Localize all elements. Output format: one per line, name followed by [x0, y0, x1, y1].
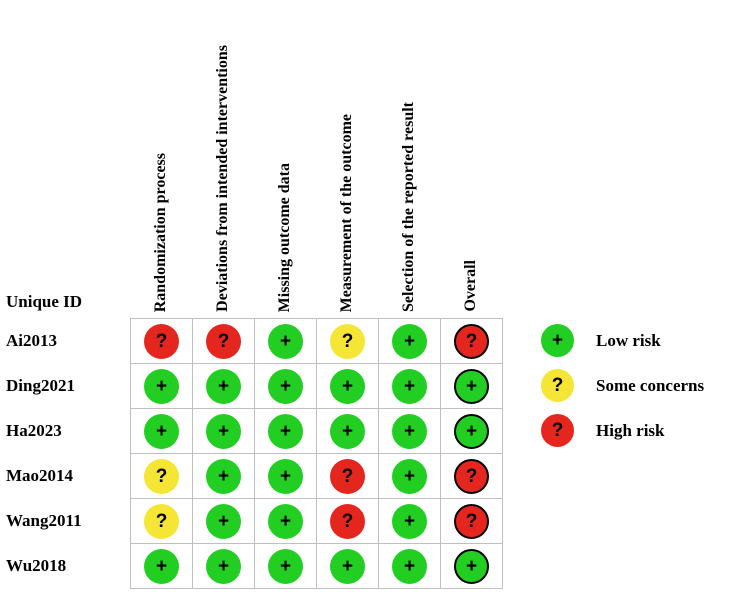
cell-ha2023-selection-of-the-reported-result: + [379, 409, 441, 454]
cell-ding2021-missing-outcome-data: + [255, 364, 317, 409]
cell-mao2014-overall: ? [441, 454, 503, 499]
low-risk-circle: + [206, 458, 241, 494]
cell-wu2018-missing-outcome-data: + [255, 544, 317, 589]
column-header-randomization-process: Randomization process [152, 152, 169, 312]
high-risk-circle: ? [454, 458, 489, 494]
high-risk-circle: ? [144, 323, 179, 359]
cell-wang2011-measurement-of-the-outcome: ? [317, 499, 379, 544]
cell-mao2014-measurement-of-the-outcome: ? [317, 454, 379, 499]
low-risk-circle: + [206, 503, 241, 539]
legend-label-some-concerns: Some concerns [596, 375, 705, 395]
some-risk-circle: ? [144, 503, 179, 539]
low-risk-circle: + [144, 413, 179, 449]
cell-mao2014-selection-of-the-reported-result: + [379, 454, 441, 499]
legend-item-low-risk: + Low risk [541, 318, 661, 363]
legend-item-high-risk: ? High risk [541, 408, 665, 453]
low-risk-circle: + [268, 368, 303, 404]
cell-mao2014-deviations-from-intended-interventions: + [193, 454, 255, 499]
cell-ai2013-randomization-process: ? [131, 319, 193, 364]
some-risk-legend-circle: ? [541, 369, 574, 402]
cell-ha2023-overall: + [441, 409, 503, 454]
cell-ding2021-selection-of-the-reported-result: + [379, 364, 441, 409]
high-risk-circle: ? [454, 323, 489, 359]
cell-ai2013-overall: ? [441, 319, 503, 364]
low-risk-circle: + [144, 368, 179, 404]
low-risk-circle: + [206, 368, 241, 404]
low-risk-circle: + [392, 548, 427, 584]
high-risk-circle: ? [330, 458, 365, 494]
cell-wang2011-randomization-process: ? [131, 499, 193, 544]
low-risk-circle: + [206, 548, 241, 584]
cell-wu2018-randomization-process: + [131, 544, 193, 589]
row-label-wu2018: Wu2018 [6, 555, 67, 575]
low-risk-circle: + [330, 368, 365, 404]
low-risk-circle: + [268, 458, 303, 494]
cell-wu2018-measurement-of-the-outcome: + [317, 544, 379, 589]
cell-ding2021-measurement-of-the-outcome: + [317, 364, 379, 409]
low-risk-circle: + [392, 503, 427, 539]
cell-ding2021-overall: + [441, 364, 503, 409]
low-risk-circle: + [268, 503, 303, 539]
cell-wu2018-deviations-from-intended-interventions: + [193, 544, 255, 589]
row-label-ai2013: Ai2013 [6, 330, 57, 350]
cell-mao2014-missing-outcome-data: + [255, 454, 317, 499]
unique-id-header: Unique ID [6, 292, 83, 311]
low-risk-circle: + [392, 458, 427, 494]
high-risk-circle: ? [330, 503, 365, 539]
low-risk-circle: + [144, 548, 179, 584]
cell-ding2021-randomization-process: + [131, 364, 193, 409]
row-label-wang2011: Wang2011 [6, 510, 82, 530]
low-risk-circle: + [454, 368, 489, 404]
cell-ha2023-randomization-process: + [131, 409, 193, 454]
cell-ha2023-deviations-from-intended-interventions: + [193, 409, 255, 454]
row-label-ding2021: Ding2021 [6, 375, 75, 395]
cell-ding2021-deviations-from-intended-interventions: + [193, 364, 255, 409]
low-risk-circle: + [330, 413, 365, 449]
cell-ai2013-selection-of-the-reported-result: + [379, 319, 441, 364]
some-risk-circle: ? [330, 323, 365, 359]
low-risk-circle: + [454, 548, 489, 584]
low-risk-circle: + [330, 548, 365, 584]
column-header-measurement-of-the-outcome: Measurement of the outcome [338, 113, 355, 312]
low-risk-circle: + [392, 323, 427, 359]
high-risk-legend-circle: ? [541, 414, 574, 447]
column-header-selection-of-the-reported-result: Selection of the reported result [400, 101, 417, 312]
cell-mao2014-randomization-process: ? [131, 454, 193, 499]
cell-wang2011-overall: ? [441, 499, 503, 544]
cell-ai2013-deviations-from-intended-interventions: ? [193, 319, 255, 364]
low-risk-circle: + [392, 413, 427, 449]
legend-label-high-risk: High risk [596, 420, 665, 440]
cell-wu2018-overall: + [441, 544, 503, 589]
low-risk-circle: + [206, 413, 241, 449]
column-header-overall: Overall [462, 260, 479, 312]
row-label-ha2023: Ha2023 [6, 420, 62, 440]
cell-wu2018-selection-of-the-reported-result: + [379, 544, 441, 589]
cell-wang2011-missing-outcome-data: + [255, 499, 317, 544]
low-risk-legend-circle: + [541, 324, 574, 357]
low-risk-circle: + [392, 368, 427, 404]
legend-item-some-concerns: ? Some concerns [541, 363, 704, 408]
legend-label-low-risk: Low risk [596, 330, 661, 350]
column-header-deviations-from-intended-interventions: Deviations from intended interventions [214, 45, 231, 312]
low-risk-circle: + [454, 413, 489, 449]
low-risk-circle: + [268, 413, 303, 449]
high-risk-circle: ? [454, 503, 489, 539]
high-risk-circle: ? [206, 323, 241, 359]
low-risk-circle: + [268, 323, 303, 359]
cell-wang2011-deviations-from-intended-interventions: + [193, 499, 255, 544]
cell-ai2013-missing-outcome-data: + [255, 319, 317, 364]
row-label-mao2014: Mao2014 [6, 465, 74, 485]
low-risk-circle: + [268, 548, 303, 584]
cell-ha2023-missing-outcome-data: + [255, 409, 317, 454]
cell-ai2013-measurement-of-the-outcome: ? [317, 319, 379, 364]
column-header-missing-outcome-data: Missing outcome data [276, 162, 293, 312]
cell-ha2023-measurement-of-the-outcome: + [317, 409, 379, 454]
cell-wang2011-selection-of-the-reported-result: + [379, 499, 441, 544]
rob-grid: ?? +? +? + + + + + + + + + + + +? + +? +?? + +? +? + + + + + + [130, 318, 503, 589]
some-risk-circle: ? [144, 458, 179, 494]
